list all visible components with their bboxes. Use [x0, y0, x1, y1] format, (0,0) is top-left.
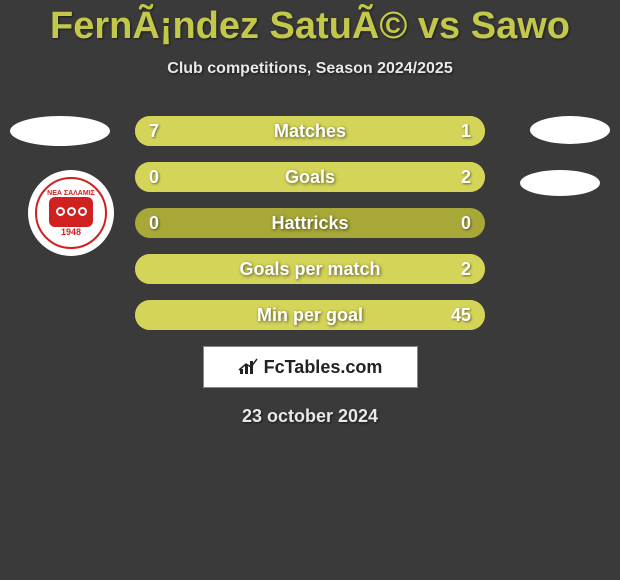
club-left-badge: ΝΕΑ ΣΑΛΑΜΙΣ 1948	[28, 170, 114, 256]
stat-value-right: 1	[461, 121, 471, 142]
stats-area: ΝΕΑ ΣΑΛΑΜΙΣ 1948 7Matches10Goals20Hattri…	[0, 116, 620, 330]
stat-label: Matches	[135, 121, 485, 142]
badge-year-text: 1948	[61, 227, 81, 237]
bar-chart-icon	[238, 358, 260, 376]
brand-text: FcTables.com	[264, 357, 383, 378]
comparison-subtitle: Club competitions, Season 2024/2025	[0, 60, 620, 78]
stat-value-right: 2	[461, 167, 471, 188]
date-text: 23 october 2024	[0, 406, 620, 427]
stat-row: 7Matches1	[135, 116, 485, 146]
stat-label: Goals per match	[135, 259, 485, 280]
brand-box[interactable]: FcTables.com	[203, 346, 418, 388]
stat-rows: 7Matches10Goals20Hattricks0Goals per mat…	[135, 116, 485, 330]
player-right-photo	[530, 116, 610, 144]
stat-row: 0Hattricks0	[135, 208, 485, 238]
stat-row: 0Goals2	[135, 162, 485, 192]
club-right-badge	[520, 170, 600, 196]
stat-row: Goals per match2	[135, 254, 485, 284]
badge-rings-icon	[49, 197, 93, 227]
comparison-title: FernÃ¡ndez SatuÃ© vs Sawo	[0, 5, 620, 48]
stat-value-right: 45	[451, 305, 471, 326]
stat-value-right: 0	[461, 213, 471, 234]
stat-label: Min per goal	[135, 305, 485, 326]
stat-label: Hattricks	[135, 213, 485, 234]
stat-row: Min per goal45	[135, 300, 485, 330]
stat-value-right: 2	[461, 259, 471, 280]
player-left-photo	[10, 116, 110, 146]
badge-top-text: ΝΕΑ ΣΑΛΑΜΙΣ	[47, 190, 95, 197]
stat-label: Goals	[135, 167, 485, 188]
